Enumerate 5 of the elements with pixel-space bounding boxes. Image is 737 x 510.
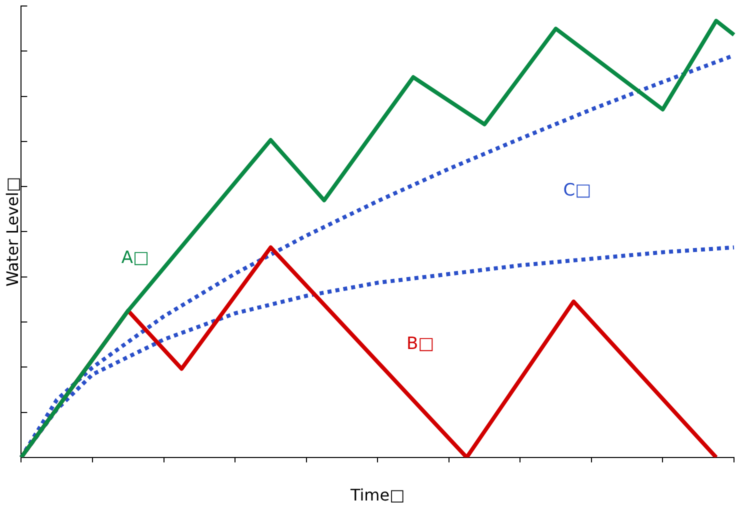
text: C□ — [563, 180, 592, 200]
y-axis-title: Water Level□ — [2, 176, 22, 287]
x-axis-title: Time□ — [349, 486, 405, 505]
series-label: A□ — [121, 248, 150, 268]
series-label: B□ — [406, 334, 434, 354]
